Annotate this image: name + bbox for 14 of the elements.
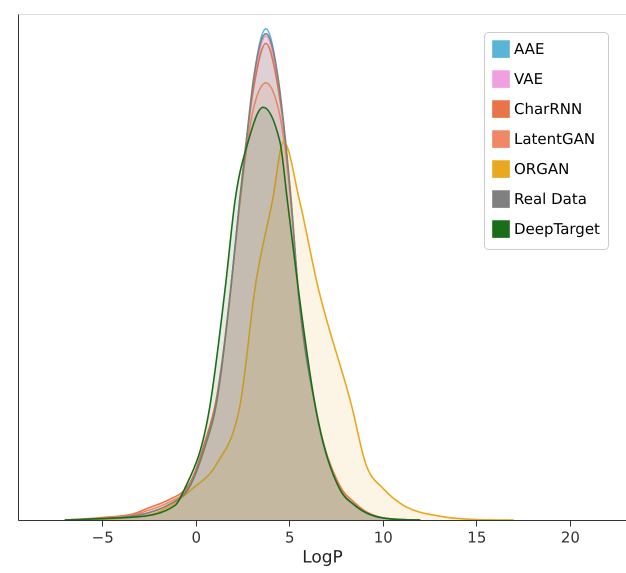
legend-label: VAE — [514, 70, 544, 88]
legend-label: CharRNN — [514, 100, 582, 118]
x-tick-label: −5 — [92, 528, 114, 546]
legend-label: DeepTarget — [514, 220, 600, 238]
x-axis-title: LogP — [302, 548, 343, 568]
legend-label: LatentGAN — [514, 130, 596, 148]
legend-label: Real Data — [514, 190, 587, 208]
x-tick-label: 20 — [560, 528, 580, 546]
x-tick-label: 10 — [374, 528, 393, 546]
x-tick-label: 15 — [467, 528, 486, 546]
x-tick-label: 5 — [284, 528, 295, 546]
legend-label: AAE — [514, 40, 544, 58]
legend-label: ORGAN — [514, 160, 570, 178]
x-tick-label: 0 — [191, 528, 201, 546]
